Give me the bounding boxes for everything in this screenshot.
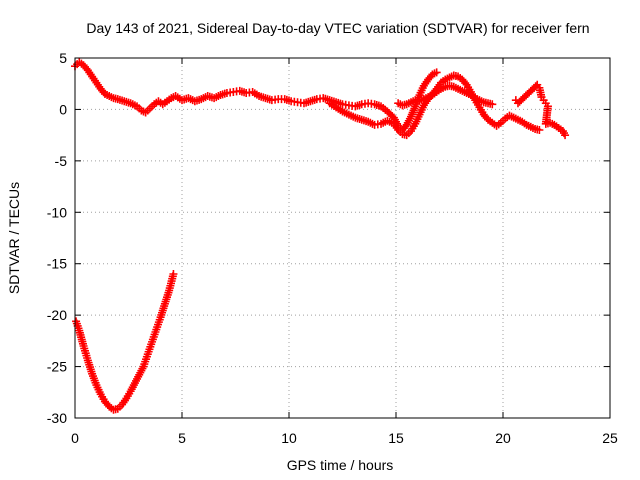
x-axis-label: GPS time / hours: [287, 457, 394, 473]
x-tick-label: 10: [281, 430, 297, 446]
y-tick-label: -20: [47, 307, 67, 323]
data-point: [169, 270, 178, 278]
x-tick-label: 5: [178, 430, 186, 446]
y-tick-label: -10: [47, 204, 67, 220]
data-point: [488, 100, 497, 109]
y-tick-label: -30: [47, 410, 67, 426]
axis-ticks: [74, 57, 611, 419]
y-axis-label: SDTVAR / TECUs: [6, 182, 22, 294]
x-tick-label: 25: [602, 430, 618, 446]
y-tick-label: 0: [59, 101, 67, 117]
y-tick-label: -25: [47, 359, 67, 375]
data-point: [561, 131, 570, 140]
x-tick-label: 15: [388, 430, 404, 446]
y-tick-label: -15: [47, 256, 67, 272]
data-points: [71, 58, 570, 414]
chart-title: Day 143 of 2021, Sidereal Day-to-day VTE…: [86, 20, 589, 36]
plot-frame: [74, 57, 611, 419]
x-tick-label: 20: [495, 430, 511, 446]
y-tick-label: -5: [55, 153, 68, 169]
data-point: [531, 82, 540, 91]
data-point: [535, 126, 544, 134]
data-point: [461, 79, 470, 88]
y-tick-label: 5: [59, 50, 67, 66]
x-tick-label: 0: [71, 430, 79, 446]
tick-labels: 0 5 10 15 20 25 5 0 -5 -10 -15 -20 -25 -30: [47, 50, 618, 446]
data-point: [432, 68, 441, 77]
